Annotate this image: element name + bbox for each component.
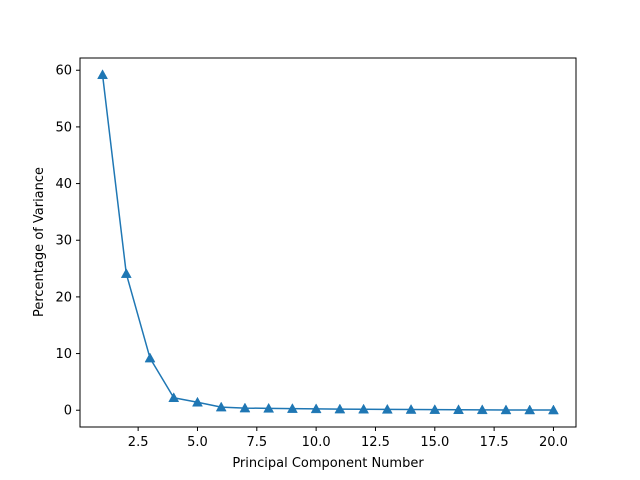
data-point [120, 268, 132, 278]
data-point [310, 403, 322, 414]
data-point [192, 396, 203, 407]
x-tick-label: 20.0 [539, 435, 568, 450]
y-tick-label: 0 [64, 404, 72, 419]
y-tick-label: 40 [55, 177, 72, 192]
x-tick-label: 7.5 [246, 435, 267, 450]
data-point [405, 404, 417, 414]
x-axis-label: Principal Component Number [232, 456, 424, 471]
x-tick-label: 2.5 [128, 435, 149, 450]
data-point [548, 404, 559, 415]
y-axis: 0 10 20 30 40 50 60 [55, 64, 80, 419]
data-point [144, 352, 156, 363]
y-tick-label: 50 [55, 120, 72, 135]
plot-area [97, 69, 559, 415]
x-tick-label: 15.0 [420, 435, 449, 450]
series-line [101, 74, 554, 411]
x-axis: 2.5 5.0 7.5 10.0 12.5 15.0 17.5 20.0 [128, 427, 568, 450]
y-axis-label: Percentage of Variance [32, 167, 47, 317]
data-point [97, 69, 108, 80]
x-tick-label: 10.0 [302, 435, 331, 450]
y-tick-label: 30 [55, 234, 72, 249]
data-point [476, 404, 488, 415]
y-tick-label: 20 [55, 290, 72, 305]
data-point [500, 404, 512, 415]
data-point [524, 404, 536, 415]
data-point [334, 403, 346, 414]
data-point [239, 402, 251, 413]
x-tick-label: 12.5 [361, 435, 390, 450]
axes-frame [79, 57, 577, 428]
data-point [381, 403, 393, 414]
data-point [358, 403, 370, 414]
y-tick-label: 60 [55, 64, 72, 79]
data-point [263, 402, 275, 413]
x-tick-label: 5.0 [187, 435, 208, 450]
data-point [168, 392, 180, 403]
data-point [453, 404, 464, 415]
data-point [215, 401, 227, 412]
x-tick-label: 17.5 [480, 435, 509, 450]
data-point [286, 403, 298, 413]
data-point [429, 404, 441, 414]
y-tick-label: 10 [55, 347, 72, 362]
